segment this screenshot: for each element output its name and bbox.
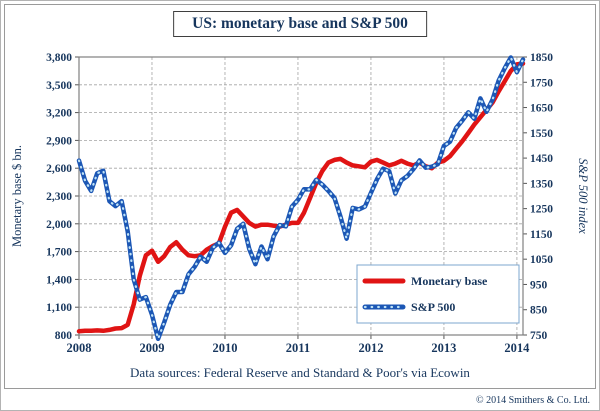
copyright-notice: © 2014 Smithers & Co. Ltd. [476,395,590,406]
svg-text:950: 950 [530,279,548,291]
svg-text:1750: 1750 [530,77,553,89]
svg-text:850: 850 [530,305,548,317]
legend: Monetary base S&P 500 [356,264,520,324]
svg-text:3,500: 3,500 [46,80,72,92]
chart-plot: 800 1,100 1,400 1,700 2,000 2,300 2,600 2,900 3,… [10,52,590,355]
svg-text:1550: 1550 [530,128,553,140]
svg-text:2,900: 2,900 [46,135,72,147]
monetary-base-line [76,61,526,334]
svg-text:1850: 1850 [530,52,553,64]
svg-text:2,000: 2,000 [46,219,72,231]
svg-text:2014: 2014 [504,341,530,355]
data-sources-caption: Data sources: Federal Reserve and Standa… [130,365,470,380]
right-axis-title: S&P 500 index [576,158,590,234]
svg-text:750: 750 [530,330,548,342]
svg-text:1250: 1250 [530,204,553,216]
svg-text:2012: 2012 [358,341,383,355]
chart-panel: US: monetary base and S&P 500 800 1,100 1,… [4,4,596,389]
svg-text:2013: 2013 [431,341,456,355]
svg-text:2011: 2011 [286,341,310,355]
svg-text:3,800: 3,800 [46,52,72,64]
svg-text:2009: 2009 [139,341,164,355]
svg-text:2,600: 2,600 [46,163,72,175]
svg-text:S&P 500: S&P 500 [411,300,455,314]
chart-title: US: monetary base and S&P 500 [173,11,427,37]
svg-text:3,200: 3,200 [46,108,72,120]
svg-text:1,100: 1,100 [46,302,72,314]
svg-text:1650: 1650 [530,103,553,115]
left-axis-title: Monetary base $ bn. [10,145,24,247]
axes: 800 1,100 1,400 1,700 2,000 2,300 2,600 2,900 3,… [46,52,553,355]
svg-text:1,400: 1,400 [46,274,72,286]
svg-text:Monetary base: Monetary base [411,274,488,288]
sp500-line [76,55,526,342]
svg-text:1050: 1050 [530,254,553,266]
svg-text:1,700: 1,700 [46,247,72,259]
svg-text:1450: 1450 [530,153,553,165]
series-lines [76,55,526,342]
svg-text:2010: 2010 [212,341,237,355]
svg-text:1150: 1150 [530,229,553,241]
svg-text:800: 800 [55,330,73,342]
svg-text:2008: 2008 [67,341,92,355]
svg-text:1350: 1350 [530,178,553,190]
svg-text:2,300: 2,300 [46,191,72,203]
